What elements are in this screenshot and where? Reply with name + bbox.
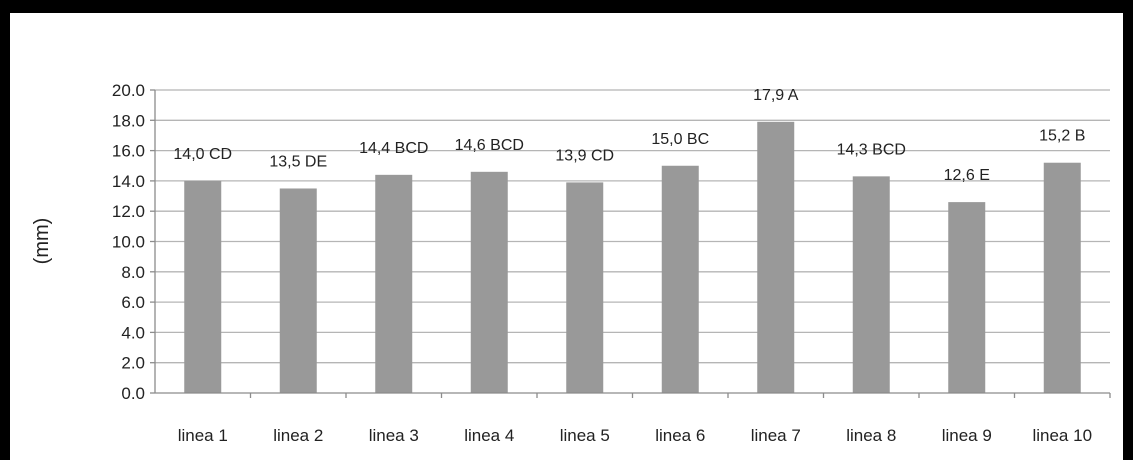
data-label: 15,0 BC	[651, 131, 709, 148]
bar	[661, 165, 699, 393]
x-tick-label: linea 6	[655, 426, 705, 445]
x-tick-label: linea 1	[178, 426, 228, 445]
x-tick-label: linea 10	[1032, 426, 1092, 445]
y-tick-label: 16.0	[112, 142, 145, 161]
x-tick-label: linea 4	[464, 426, 514, 445]
bar	[852, 176, 890, 393]
x-tick-label: linea 8	[846, 426, 896, 445]
y-tick-label: 4.0	[121, 323, 145, 342]
x-tick-label: linea 3	[369, 426, 419, 445]
bar	[948, 202, 986, 393]
x-tick-label: linea 9	[942, 426, 992, 445]
bars	[184, 121, 1081, 393]
y-tick-labels: 0.0 2.0 4.0 6.0 8.0 10.0 12.0 14.0 16.0 18.0 20.0	[112, 81, 145, 403]
data-labels: 14,0 CD 13,5 DE 14,4 BCD 14,6 BCD 13,9 CD 15,…	[173, 87, 1085, 184]
y-tick-label: 14.0	[112, 172, 145, 191]
y-tick-label: 12.0	[112, 202, 145, 221]
data-label: 13,9 CD	[555, 147, 614, 164]
y-tick-label: 2.0	[121, 354, 145, 373]
y-tick-label: 8.0	[121, 263, 145, 282]
x-tick-label: linea 2	[273, 426, 323, 445]
bar	[757, 121, 795, 393]
data-label: 12,6 E	[944, 167, 990, 184]
data-label: 14,0 CD	[173, 146, 232, 163]
y-axis-label: (mm)	[31, 218, 53, 265]
y-tick-label: 6.0	[121, 293, 145, 312]
x-tick-labels: linea 1 linea 2 linea 3 linea 4 linea 5 linea…	[178, 426, 1092, 445]
x-tick-label: linea 5	[560, 426, 610, 445]
data-label: 14,6 BCD	[455, 137, 524, 154]
y-tick-label: 20.0	[112, 81, 145, 100]
bar	[1043, 162, 1081, 393]
data-label: 13,5 DE	[269, 153, 327, 170]
data-label: 15,2 B	[1039, 128, 1085, 145]
y-tick-label: 18.0	[112, 111, 145, 130]
bar	[375, 174, 413, 393]
y-tick-label: 0.0	[121, 384, 145, 403]
data-label: 17,9 A	[753, 87, 799, 104]
bar-chart: 0.02.04.06.08.010.012.014.016.018.020.0 …	[31, 81, 1111, 445]
x-tick-label: linea 7	[751, 426, 801, 445]
bar	[279, 188, 317, 393]
y-tick-label: 10.0	[112, 233, 145, 252]
data-label: 14,3 BCD	[837, 141, 906, 158]
data-label: 14,4 BCD	[359, 140, 428, 157]
axes	[150, 89, 1111, 398]
chart-panel: 0.0 2.0 4.0 6.0 8.0 10.0 12.0 14.0 16.0 18.0 20.0 …	[10, 13, 1123, 460]
bar	[470, 171, 508, 393]
bar	[566, 182, 604, 393]
bar	[184, 180, 222, 393]
